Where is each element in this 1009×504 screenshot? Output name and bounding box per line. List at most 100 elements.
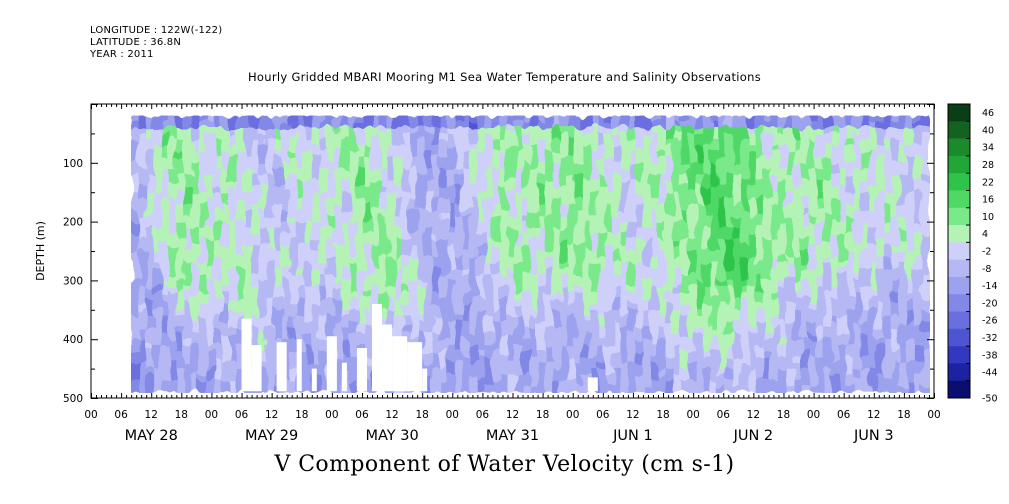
- heatmap-cell: [801, 351, 810, 358]
- heatmap-cell: [703, 209, 712, 217]
- heatmap-cell: [733, 221, 742, 229]
- heatmap-cell: [432, 298, 441, 305]
- heatmap-cell: [447, 239, 456, 246]
- heatmap-cell: [658, 321, 667, 329]
- heatmap-cell: [688, 339, 697, 346]
- heatmap-cell: [823, 180, 832, 187]
- heatmap-cell: [823, 168, 832, 176]
- heatmap-cell: [131, 333, 140, 340]
- heatmap-cell: [206, 262, 215, 270]
- heatmap-cell: [680, 204, 689, 211]
- heatmap-cell: [816, 156, 825, 164]
- heatmap-cell: [612, 356, 621, 364]
- heatmap-cell: [793, 274, 802, 281]
- heatmap-cell: [176, 145, 185, 152]
- heatmap-cell: [853, 345, 862, 352]
- heatmap-cell: [673, 327, 682, 334]
- heatmap-cell: [868, 139, 877, 146]
- heatmap-cell: [703, 221, 712, 229]
- heatmap-cell: [545, 145, 554, 152]
- heatmap-cell: [515, 204, 524, 211]
- heatmap-cell: [725, 227, 734, 234]
- heatmap-cell: [191, 198, 200, 205]
- heatmap-cell: [537, 145, 546, 152]
- heatmap-cell: [650, 156, 659, 164]
- heatmap-cell: [296, 245, 305, 252]
- heatmap-cell: [590, 274, 599, 281]
- heatmap-cell: [319, 139, 328, 146]
- heatmap-cell: [484, 198, 493, 205]
- heatmap-cell: [153, 245, 162, 252]
- heatmap-cell: [831, 174, 840, 182]
- heatmap-cell: [251, 127, 260, 134]
- heatmap-cell: [394, 156, 403, 164]
- heatmap-cell: [680, 386, 689, 393]
- heatmap-cell: [251, 280, 260, 287]
- heatmap-cell: [801, 239, 810, 246]
- heatmap-cell: [643, 268, 652, 276]
- heatmap-cell: [447, 362, 456, 370]
- heatmap-cell: [447, 386, 456, 393]
- heatmap-cell: [725, 380, 734, 387]
- heatmap-cell: [515, 121, 524, 129]
- heatmap-cell: [846, 286, 855, 293]
- heatmap-cell: [477, 233, 486, 240]
- heatmap-cell: [334, 362, 343, 370]
- heatmap-cell: [725, 356, 734, 364]
- heatmap-cell: [515, 151, 524, 158]
- heatmap-cell: [229, 374, 238, 381]
- heatmap-cell: [560, 368, 569, 376]
- heatmap-cell: [913, 286, 922, 293]
- heatmap-cell: [898, 303, 907, 311]
- heatmap-cell: [801, 227, 810, 234]
- heatmap-cell: [213, 145, 222, 152]
- heatmap-cell: [138, 256, 147, 264]
- heatmap-cell: [213, 315, 222, 323]
- heatmap-cell: [597, 115, 606, 123]
- heatmap-cell: [605, 221, 614, 229]
- heatmap-cell: [650, 298, 659, 305]
- heatmap-cell: [883, 156, 892, 164]
- heatmap-cell: [635, 151, 644, 158]
- heatmap-cell: [432, 292, 441, 299]
- heatmap-cell: [665, 303, 674, 311]
- heatmap-cell: [537, 192, 546, 199]
- heatmap-cell: [552, 362, 561, 370]
- heatmap-cell: [575, 303, 584, 311]
- heatmap-cell: [236, 256, 245, 264]
- heatmap-cell: [643, 286, 652, 293]
- heatmap-cell: [131, 174, 140, 182]
- heatmap-cell: [515, 339, 524, 346]
- heatmap-cell: [635, 268, 644, 276]
- heatmap-cell: [695, 145, 704, 152]
- heatmap-cell: [838, 145, 847, 152]
- heatmap-cell: [688, 321, 697, 329]
- heatmap-cell: [755, 192, 764, 199]
- heatmap-cell: [560, 209, 569, 217]
- heatmap-cell: [281, 215, 290, 223]
- heatmap-cell: [816, 256, 825, 264]
- heatmap-cell: [778, 351, 787, 358]
- heatmap-cell: [409, 327, 418, 334]
- heatmap-cell: [266, 309, 275, 317]
- heatmap-cell: [229, 362, 238, 370]
- heatmap-cell: [432, 362, 441, 370]
- heatmap-cell: [590, 362, 599, 370]
- heatmap-cell: [906, 327, 915, 334]
- heatmap-cell: [304, 245, 313, 252]
- heatmap-cell: [138, 280, 147, 287]
- heatmap-cell: [710, 368, 719, 376]
- heatmap-cell: [379, 145, 388, 152]
- heatmap-cell: [831, 180, 840, 187]
- heatmap-cell: [266, 204, 275, 211]
- missing-data-gap: [311, 368, 317, 392]
- heatmap-cell: [424, 262, 433, 270]
- heatmap-cell: [695, 215, 704, 223]
- heatmap-cell: [680, 333, 689, 340]
- heatmap-cell: [364, 245, 373, 252]
- heatmap-cell: [838, 198, 847, 205]
- heatmap-cell: [507, 215, 516, 223]
- heatmap-cell: [198, 139, 207, 146]
- heatmap-cell: [846, 321, 855, 329]
- heatmap-cell: [748, 227, 757, 234]
